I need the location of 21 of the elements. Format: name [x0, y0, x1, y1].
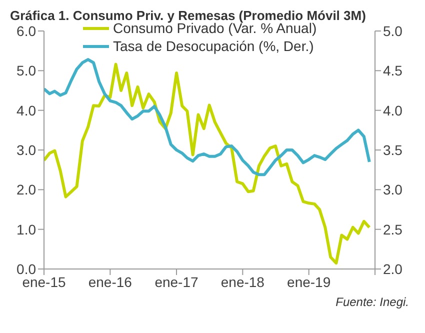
- y2-tick-label: 3.5: [383, 142, 403, 158]
- x-tick-label: ene-16: [88, 274, 132, 290]
- y-tick-label: 4.0: [16, 102, 36, 118]
- y2-tick-label: 5.0: [383, 22, 403, 39]
- x-tick-label: ene-18: [220, 274, 265, 290]
- source-note: Fuente: Inegi.: [334, 295, 409, 309]
- y2-tick-label: 2.5: [383, 221, 403, 238]
- y-tick-label: 5.0: [16, 62, 36, 79]
- line-series: [44, 62, 371, 265]
- line-series: [44, 58, 371, 176]
- y2-tick-label: 4.0: [383, 102, 403, 118]
- y2-tick-label: 3.0: [383, 182, 403, 198]
- y-tick-label: 6.0: [16, 22, 36, 39]
- y-tick-label: 3.0: [16, 142, 36, 158]
- x-tick-label: ene-17: [154, 274, 199, 290]
- y2-tick-label: 4.5: [383, 62, 403, 79]
- legend-label: Tasa de Desocupación (%, Der.): [113, 37, 314, 55]
- x-tick-label: ene-19: [287, 274, 331, 290]
- y2-tick-label: 2.0: [383, 260, 403, 277]
- y-tick-label: 2.0: [16, 182, 36, 198]
- y-tick-label: 1.0: [16, 221, 36, 238]
